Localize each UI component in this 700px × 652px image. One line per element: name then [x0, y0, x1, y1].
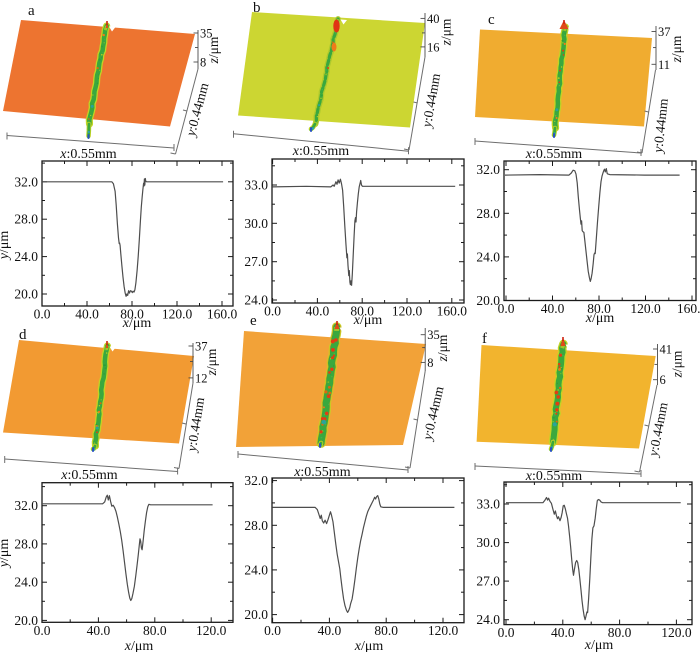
svg-text:160.0: 160.0: [207, 307, 238, 322]
svg-text:d: d: [19, 327, 27, 343]
svg-text:x/μm: x/μm: [354, 639, 384, 652]
svg-text:35: 35: [200, 27, 213, 41]
svg-text:20.0: 20.0: [476, 293, 500, 308]
svg-text:24.0: 24.0: [14, 249, 38, 264]
svg-text:32.0: 32.0: [14, 174, 38, 189]
svg-text:8: 8: [427, 356, 433, 370]
svg-text:z/μm: z/μm: [435, 334, 450, 362]
svg-text:x/μm: x/μm: [124, 639, 154, 652]
svg-text:37: 37: [195, 340, 208, 354]
svg-text:27.0: 27.0: [244, 254, 268, 269]
svg-text:0.0: 0.0: [264, 623, 281, 638]
svg-text:120.0: 120.0: [392, 304, 423, 319]
svg-text:80.0: 80.0: [350, 304, 374, 319]
svg-text:x:0.55mm: x:0.55mm: [293, 465, 350, 480]
svg-text:28.0: 28.0: [14, 536, 38, 551]
svg-text:80.0: 80.0: [608, 625, 632, 640]
svg-text:40: 40: [427, 12, 440, 26]
svg-text:28.0: 28.0: [244, 518, 268, 533]
svg-text:y:0.44mm: y:0.44mm: [419, 72, 444, 131]
svg-text:80.0: 80.0: [587, 301, 611, 316]
svg-text:27.0: 27.0: [476, 574, 500, 589]
svg-text:z/μm: z/μm: [669, 35, 684, 63]
svg-text:x:0.55mm: x:0.55mm: [59, 147, 116, 162]
svg-text:x/μm: x/μm: [353, 313, 383, 328]
svg-text:y:0.44mm: y:0.44mm: [650, 97, 671, 155]
svg-text:120.0: 120.0: [162, 307, 193, 322]
svg-text:0.0: 0.0: [498, 301, 515, 316]
svg-text:40.0: 40.0: [87, 623, 111, 638]
svg-text:x/μm: x/μm: [122, 316, 152, 331]
svg-text:y/μm: y/μm: [0, 539, 12, 570]
svg-text:33.0: 33.0: [244, 178, 268, 193]
svg-text:16: 16: [427, 40, 440, 54]
svg-text:120.0: 120.0: [661, 625, 692, 640]
svg-text:33.0: 33.0: [476, 497, 500, 512]
svg-text:40.0: 40.0: [541, 301, 565, 316]
svg-text:32.0: 32.0: [14, 498, 38, 513]
svg-text:160.0: 160.0: [677, 301, 700, 316]
svg-text:41: 41: [660, 343, 673, 357]
svg-text:0.0: 0.0: [34, 307, 51, 322]
svg-text:z/μm: z/μm: [206, 36, 221, 64]
svg-text:x:0.55mm: x:0.55mm: [60, 468, 117, 483]
svg-text:120.0: 120.0: [196, 623, 227, 638]
svg-text:40.0: 40.0: [318, 623, 342, 638]
svg-text:80.0: 80.0: [374, 623, 398, 638]
svg-text:y:0.44mm: y:0.44mm: [419, 384, 446, 443]
svg-text:32.0: 32.0: [476, 162, 500, 177]
svg-text:24.0: 24.0: [14, 575, 38, 590]
svg-text:20.0: 20.0: [14, 287, 38, 302]
svg-text:y:0.44mm: y:0.44mm: [645, 401, 671, 460]
svg-text:8: 8: [200, 56, 206, 70]
svg-text:x/μm: x/μm: [585, 311, 615, 326]
svg-text:0.0: 0.0: [34, 623, 51, 638]
svg-text:a: a: [28, 3, 35, 19]
svg-text:30.0: 30.0: [244, 216, 268, 231]
svg-text:0.0: 0.0: [264, 304, 281, 319]
svg-text:6: 6: [660, 373, 666, 387]
svg-text:24.0: 24.0: [476, 612, 500, 627]
svg-text:x/μm: x/μm: [584, 638, 614, 652]
svg-text:0.0: 0.0: [498, 625, 515, 640]
svg-text:z/μm: z/μm: [670, 350, 685, 378]
svg-text:24.0: 24.0: [244, 293, 268, 308]
svg-text:20.0: 20.0: [14, 613, 38, 628]
svg-text:z/μm: z/μm: [204, 348, 219, 376]
svg-text:24.0: 24.0: [476, 249, 500, 264]
svg-text:80.0: 80.0: [120, 307, 144, 322]
svg-text:32.0: 32.0: [244, 473, 268, 488]
svg-text:28.0: 28.0: [476, 206, 500, 221]
svg-text:x:0.55mm: x:0.55mm: [525, 469, 582, 484]
svg-text:x:0.55mm: x:0.55mm: [525, 147, 582, 162]
svg-text:35: 35: [427, 328, 440, 342]
svg-text:y/μm: y/μm: [0, 231, 12, 262]
svg-text:b: b: [253, 0, 261, 16]
svg-text:11: 11: [658, 58, 670, 72]
svg-text:28.0: 28.0: [14, 212, 38, 227]
svg-text:40.0: 40.0: [306, 304, 330, 319]
svg-text:12: 12: [195, 371, 208, 385]
svg-text:24.0: 24.0: [244, 562, 268, 577]
svg-text:c: c: [488, 12, 495, 28]
svg-text:120.0: 120.0: [428, 623, 459, 638]
svg-text:20.0: 20.0: [244, 607, 268, 622]
svg-text:z/μm: z/μm: [439, 18, 454, 46]
svg-text:x:0.55mm: x:0.55mm: [292, 144, 349, 159]
svg-text:40.0: 40.0: [75, 307, 99, 322]
svg-text:y:0.44mm: y:0.44mm: [184, 396, 208, 455]
svg-text:120.0: 120.0: [630, 301, 661, 316]
svg-text:160.0: 160.0: [437, 304, 468, 319]
svg-text:30.0: 30.0: [476, 535, 500, 550]
svg-text:f: f: [482, 331, 487, 347]
svg-text:40.0: 40.0: [551, 625, 575, 640]
svg-text:80.0: 80.0: [143, 623, 167, 638]
svg-text:37: 37: [658, 25, 671, 39]
svg-text:e: e: [250, 313, 257, 329]
